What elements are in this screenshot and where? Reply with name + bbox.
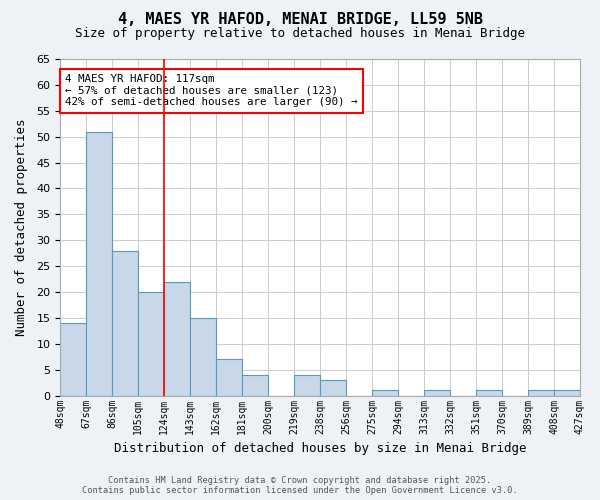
Text: Size of property relative to detached houses in Menai Bridge: Size of property relative to detached ho…	[75, 28, 525, 40]
Bar	[164, 282, 190, 396]
Bar	[372, 390, 398, 396]
Bar	[320, 380, 346, 396]
Bar	[528, 390, 554, 396]
Bar	[60, 323, 86, 396]
Bar	[138, 292, 164, 396]
Bar	[424, 390, 450, 396]
Y-axis label: Number of detached properties: Number of detached properties	[15, 118, 28, 336]
Text: 4 MAES YR HAFOD: 117sqm
← 57% of detached houses are smaller (123)
42% of semi-d: 4 MAES YR HAFOD: 117sqm ← 57% of detache…	[65, 74, 358, 108]
Bar	[112, 250, 138, 396]
Bar	[476, 390, 502, 396]
Bar	[86, 132, 112, 396]
Text: 4, MAES YR HAFOD, MENAI BRIDGE, LL59 5NB: 4, MAES YR HAFOD, MENAI BRIDGE, LL59 5NB	[118, 12, 482, 28]
Bar	[190, 318, 216, 396]
Bar	[294, 375, 320, 396]
Bar	[242, 375, 268, 396]
X-axis label: Distribution of detached houses by size in Menai Bridge: Distribution of detached houses by size …	[114, 442, 526, 455]
Bar	[216, 360, 242, 396]
Text: Contains HM Land Registry data © Crown copyright and database right 2025.
Contai: Contains HM Land Registry data © Crown c…	[82, 476, 518, 495]
Bar	[554, 390, 580, 396]
